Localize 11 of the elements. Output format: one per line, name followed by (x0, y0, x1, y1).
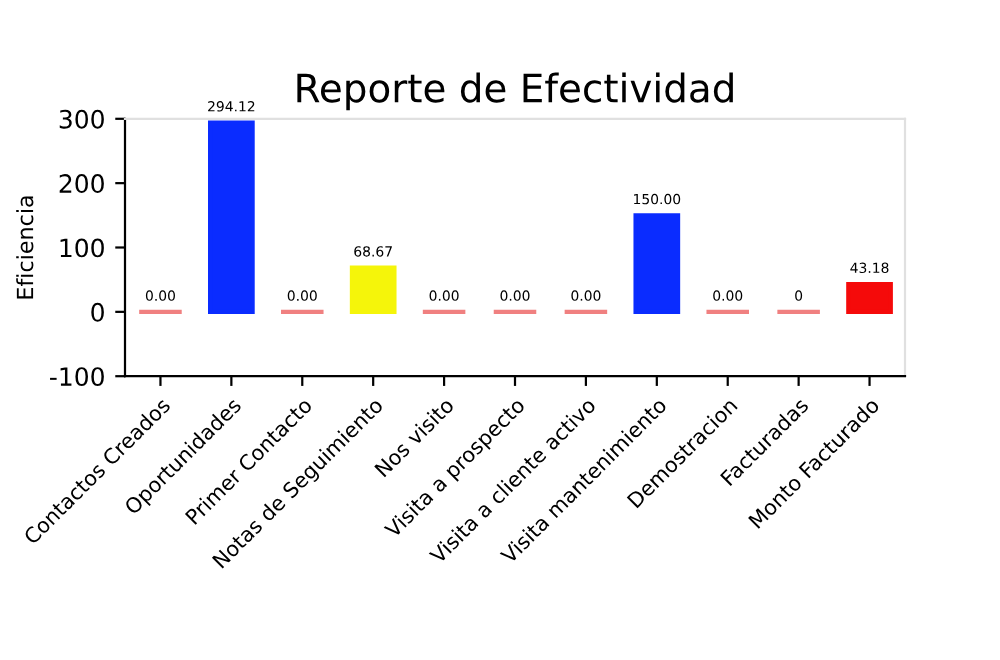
y-tick-label: 0 (91, 302, 104, 322)
y-tick-label: 300 (59, 109, 104, 129)
y-tick-label: 200 (59, 174, 104, 193)
y-tick-label: -100 (50, 367, 104, 387)
bar (846, 281, 893, 314)
bar (208, 120, 255, 314)
bar (633, 213, 681, 314)
y-tick-label: 100 (60, 238, 104, 258)
bar (349, 265, 397, 314)
y-axis-title: Eficiencia (16, 196, 34, 299)
chart-title: Reporte de Efectividad (297, 72, 733, 111)
